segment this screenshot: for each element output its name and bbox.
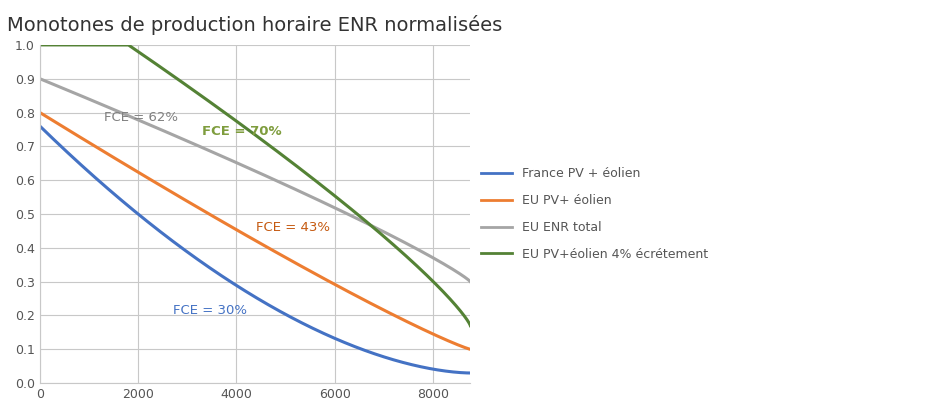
EU PV+éolien 4% écrétement — [162, 69, 173, 74]
Text: FCE = 43%: FCE = 43% — [256, 221, 330, 234]
EU PV+éolien 4% écrétement — [152, 62, 163, 67]
France PV + éolien — [162, 235, 173, 240]
EU PV+éolien 4% écrétement — [127, 45, 138, 50]
EU ENR total — [127, 115, 138, 120]
Text: FCE = 62%: FCE = 62% — [104, 111, 178, 124]
France PV + éolien — [152, 226, 163, 231]
France PV + éolien — [34, 124, 45, 129]
EU ENR total — [152, 125, 163, 130]
Title: Monotones de production horaire ENR normalisées: Monotones de production horaire ENR norm… — [7, 15, 502, 35]
EU PV+ éolien — [464, 347, 475, 352]
EU PV+ éolien — [34, 110, 45, 115]
EU PV+éolien 4% écrétement — [177, 79, 188, 84]
EU PV+ éolien — [162, 187, 173, 192]
Text: FCE = 70%: FCE = 70% — [202, 125, 281, 138]
EU PV+ éolien — [152, 181, 163, 186]
EU PV+ éolien — [127, 166, 138, 171]
EU PV+ éolien — [177, 196, 188, 201]
France PV + éolien — [127, 207, 138, 212]
Legend: France PV + éolien, EU PV+ éolien, EU ENR total, EU PV+éolien 4% écrétement: France PV + éolien, EU PV+ éolien, EU EN… — [481, 167, 709, 261]
France PV + éolien — [450, 370, 462, 375]
EU ENR total — [162, 130, 173, 135]
Line: EU PV+éolien 4% écrétement: EU PV+éolien 4% écrétement — [40, 45, 470, 326]
EU PV+ éolien — [450, 342, 462, 347]
Line: France PV + éolien: France PV + éolien — [40, 126, 470, 373]
Text: FCE = 30%: FCE = 30% — [173, 304, 247, 317]
France PV + éolien — [157, 231, 168, 236]
EU PV+éolien 4% écrétement — [34, 42, 45, 47]
EU PV+éolien 4% écrétement — [450, 303, 462, 308]
Line: EU PV+ éolien: EU PV+ éolien — [40, 113, 470, 349]
EU ENR total — [34, 76, 45, 81]
EU PV+éolien 4% écrétement — [464, 323, 475, 328]
EU ENR total — [157, 128, 168, 133]
EU ENR total — [450, 269, 462, 274]
France PV + éolien — [177, 245, 188, 250]
EU PV+ éolien — [157, 184, 168, 189]
EU PV+éolien 4% écrétement — [157, 66, 168, 71]
Line: EU ENR total: EU ENR total — [40, 79, 470, 282]
EU ENR total — [464, 279, 475, 284]
France PV + éolien — [464, 371, 475, 376]
EU ENR total — [177, 136, 188, 141]
